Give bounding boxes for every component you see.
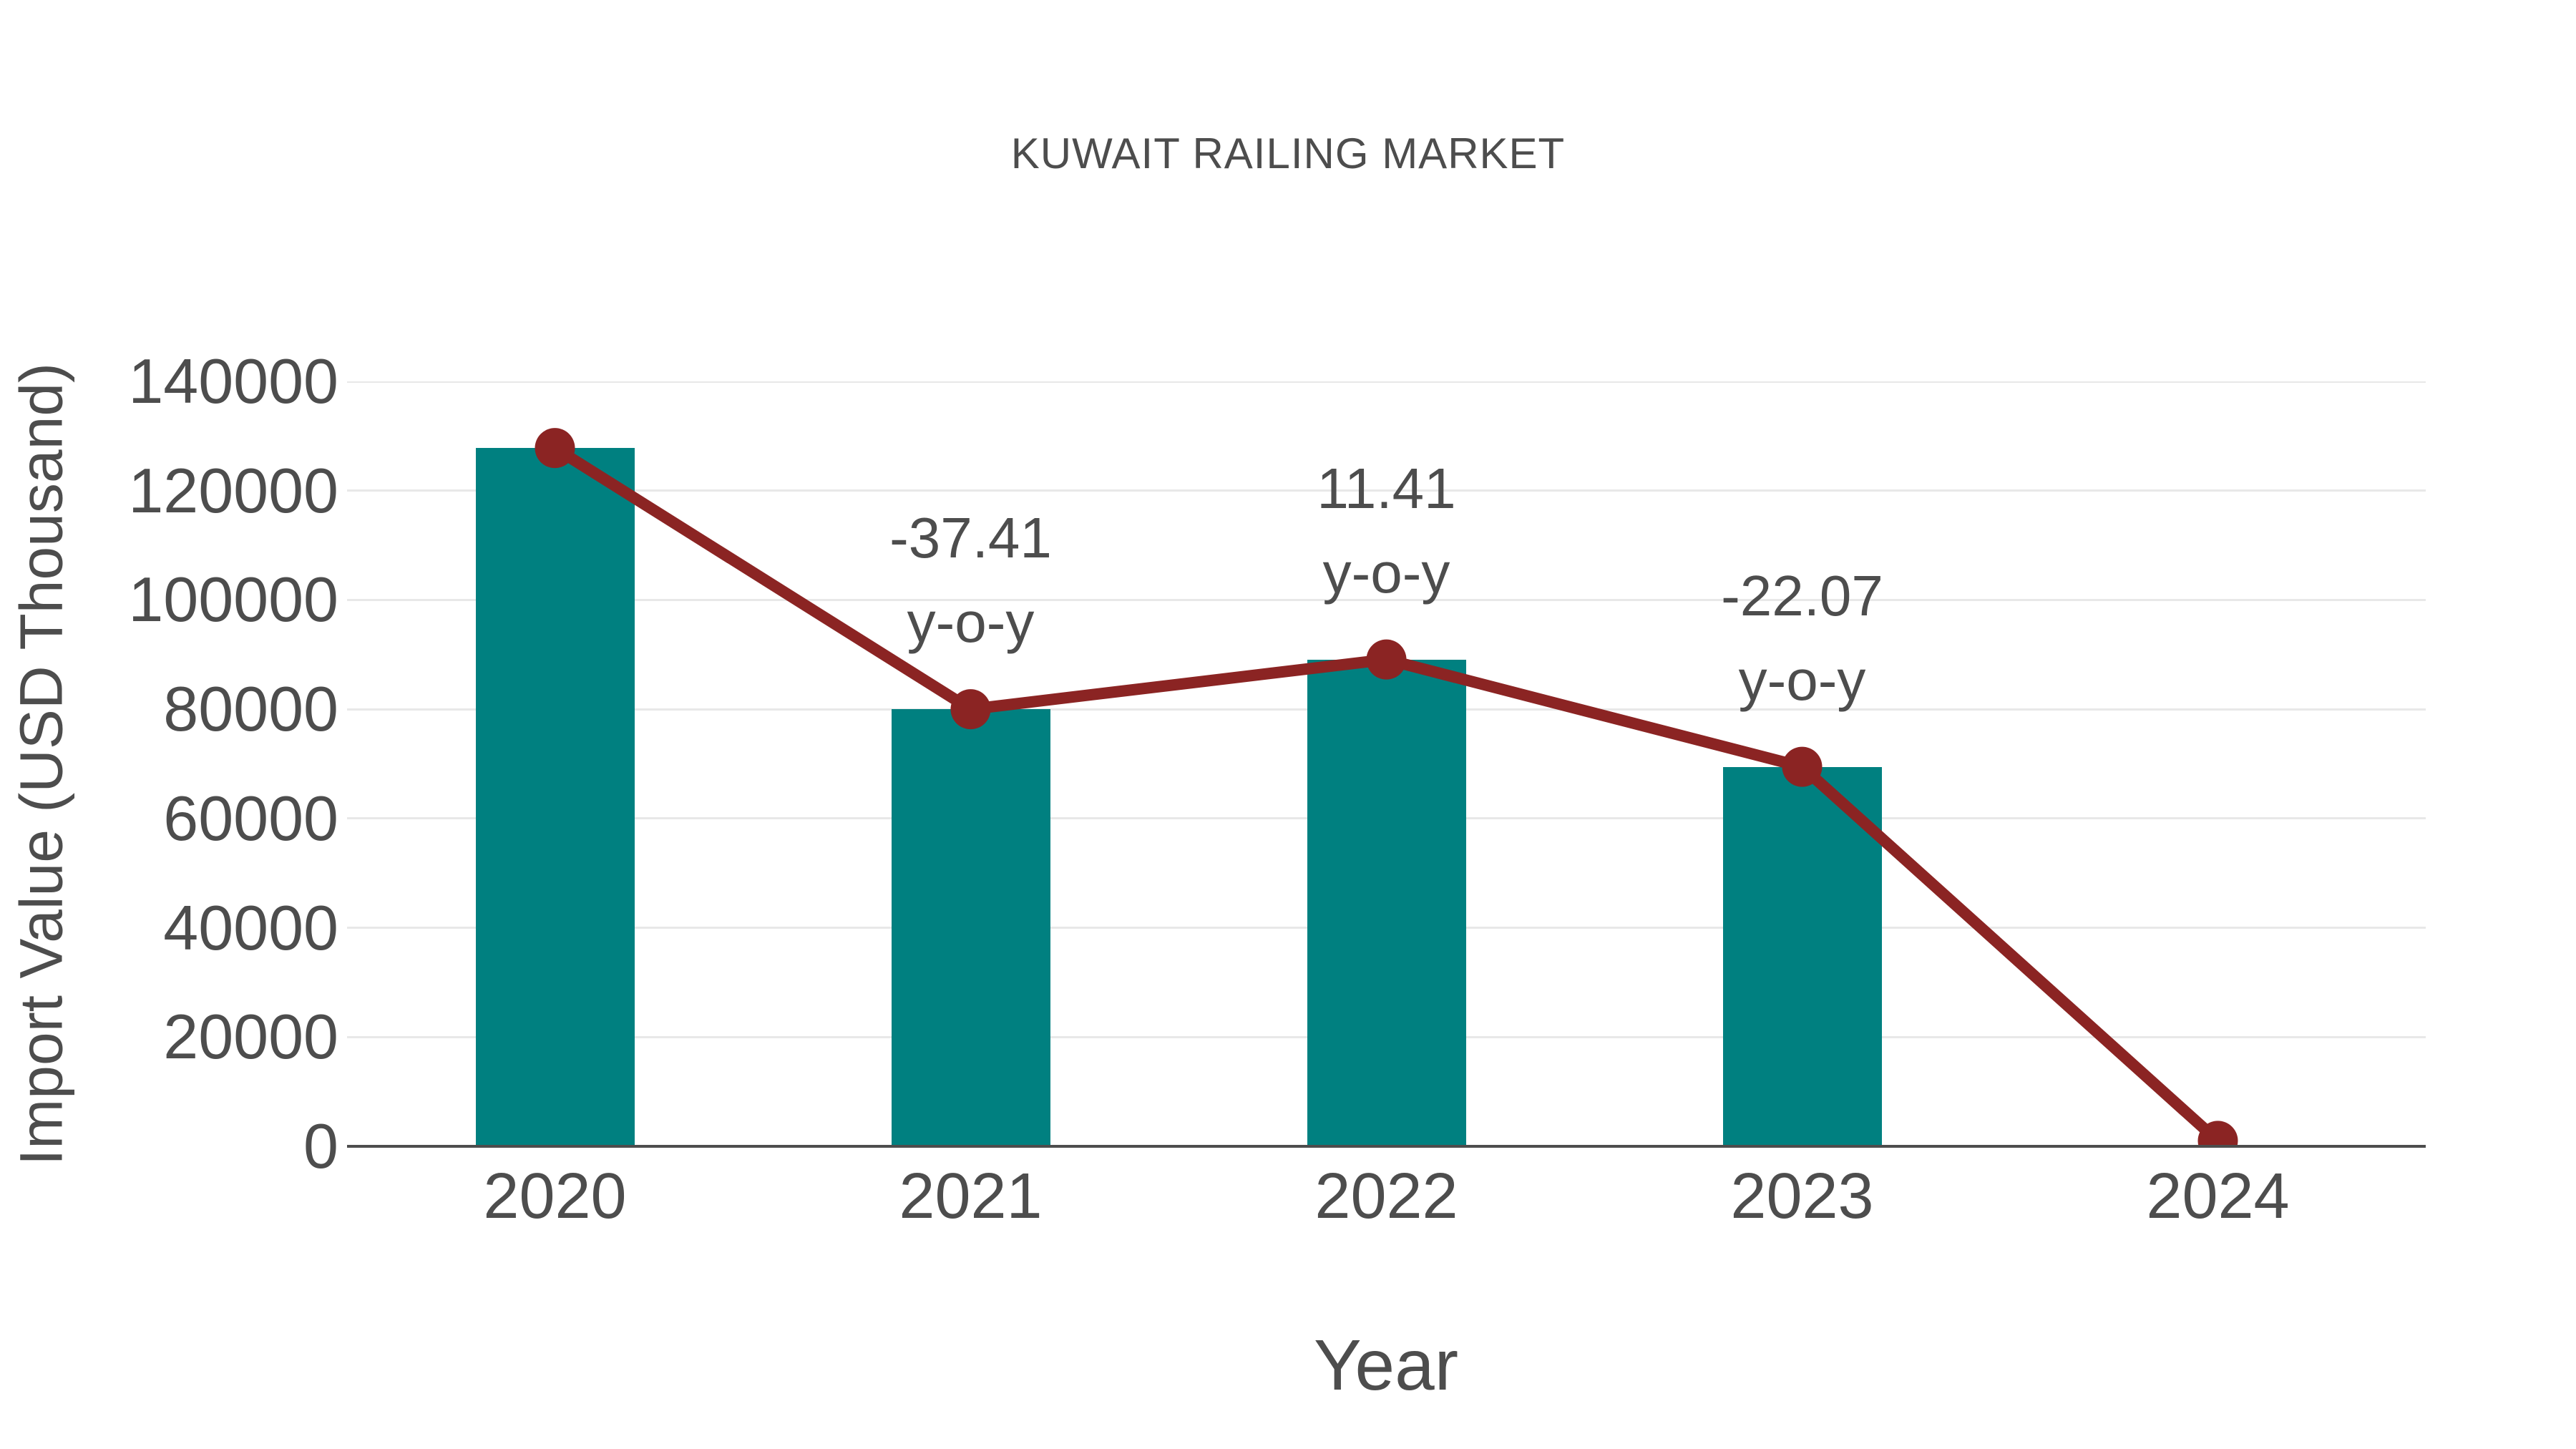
gridline-140000 [347,381,2426,383]
annotation-2022-line-1: 11.41 [1317,456,1456,520]
x-tick-2020: 2020 [483,1161,627,1232]
y-tick-0: 0 [303,1111,338,1181]
annotation-2022-line-2: y-o-y [1322,540,1450,605]
y-tick-40000: 40000 [163,892,338,963]
data-point-2023 [1782,746,1823,787]
x-tick-2021: 2021 [899,1161,1043,1232]
x-tick-2023: 2023 [1730,1161,1874,1232]
x-axis-title-text: Year [1313,1325,1459,1405]
bar-2022 [1307,659,1466,1146]
annotation-2021-line-2: y-o-y [907,590,1035,655]
x-tick-2024: 2024 [2146,1161,2290,1232]
trend-line-layer [535,428,2238,1146]
x-axis-line [347,1145,2426,1148]
y-tick-80000: 80000 [163,673,338,745]
gridline-120000 [347,489,2426,492]
y-tick-140000: 140000 [128,346,338,416]
chart-title: KUWAIT RAILING MARKET [1010,130,1566,177]
gridline-100000 [347,598,2426,601]
annotation-2023-line-1: -22.07 [1721,563,1883,628]
annotation-2021-line-1: -37.41 [889,506,1052,570]
y-tick-100000: 100000 [128,564,338,635]
bar-2020 [475,448,635,1146]
y-tick-120000: 120000 [128,454,338,526]
data-point-2024 [2197,1121,2238,1146]
bar-2023 [1722,766,1882,1146]
annotation-2021: -37.41 y-o-y [756,496,1186,665]
data-point-2020 [535,428,575,469]
plot-area: -37.41 y-o-y 11.41 y-o-y -22.07 y-o-y [347,381,2426,1146]
y-tick-60000: 60000 [163,782,338,854]
annotation-2023: -22.07 y-o-y [1588,554,2017,723]
x-tick-2022: 2022 [1314,1161,1458,1232]
bar-2021 [891,709,1050,1146]
y-tick-20000: 20000 [163,1001,338,1073]
annotation-2022: 11.41 y-o-y [1172,447,1601,615]
data-point-2021 [950,689,991,730]
annotation-2023-line-2: y-o-y [1738,648,1866,712]
data-point-2022 [1366,639,1407,680]
